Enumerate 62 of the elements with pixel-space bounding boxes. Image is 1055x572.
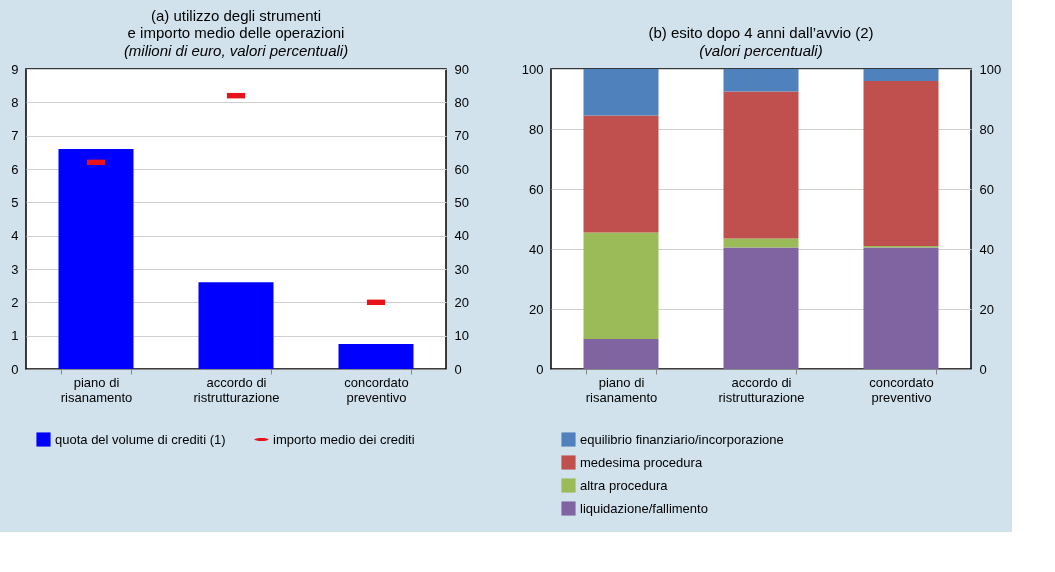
y-tick-label: 6 — [11, 161, 19, 177]
y2-tick-label: 40 — [454, 228, 469, 244]
y-tick-label: 100 — [521, 61, 544, 77]
y2-tick-label: 70 — [454, 128, 469, 144]
legend-label: medesima procedura — [580, 454, 703, 470]
legend-label: altra procedura — [580, 477, 669, 493]
bar — [863, 247, 939, 369]
chart-title: (b) esito dopo 4 anni dall’avvio (2) — [648, 24, 874, 41]
chart-subtitle: (valori percentuali) — [699, 42, 823, 59]
chart-title: (a) utilizzo degli strumenti e importo medio delle operazioni — [127, 7, 345, 41]
y2-tick-label: 20 — [979, 301, 994, 317]
legend-label: liquidazione/fallimento — [580, 500, 708, 516]
x-tick-label: piano di risanamento — [585, 374, 658, 405]
y-tick-label: 80 — [529, 121, 544, 137]
y-tick-label: 5 — [11, 194, 19, 210]
y2-tick-label: 80 — [454, 94, 469, 110]
y2-tick-label: 20 — [454, 294, 469, 310]
x-tick-label: piano di risanamento — [60, 374, 133, 405]
bar — [198, 282, 274, 369]
x-tick-label: accordo di ristrutturazione — [718, 374, 805, 405]
bar — [583, 232, 659, 339]
y-tick-label: 60 — [529, 181, 544, 197]
bar — [583, 69, 659, 116]
y-tick-label: 1 — [11, 328, 19, 344]
y2-tick-label: 100 — [979, 61, 1002, 77]
y-tick-label: 0 — [536, 361, 544, 377]
y-tick-label: 40 — [529, 241, 544, 257]
x-tick-label: concordato preventivo — [344, 374, 409, 405]
bar — [723, 247, 799, 369]
y2-tick-label: 0 — [454, 361, 462, 377]
bar — [723, 69, 799, 92]
y2-tick-label: 0 — [979, 361, 987, 377]
bar — [583, 115, 659, 233]
y-tick-label: 7 — [11, 128, 19, 144]
legend-label: equilibrio finanziario/incorporazione — [580, 431, 784, 447]
y-tick-label: 3 — [11, 261, 19, 277]
y2-tick-label: 90 — [454, 61, 469, 77]
legend-label: quota del volume di crediti (1) — [55, 431, 226, 447]
x-tick-label: accordo di ristrutturazione — [193, 374, 280, 405]
legend-label: importo medio dei crediti — [273, 431, 415, 447]
y2-tick-label: 60 — [454, 161, 469, 177]
bar — [58, 149, 134, 369]
y-tick-label: 8 — [11, 94, 19, 110]
bar — [723, 91, 799, 239]
x-tick-label: concordato preventivo — [869, 374, 934, 405]
y-tick-label: 0 — [11, 361, 19, 377]
y2-tick-label: 50 — [454, 194, 469, 210]
y2-tick-label: 60 — [979, 181, 994, 197]
y-tick-label: 20 — [529, 301, 544, 317]
bar — [338, 344, 414, 369]
bar — [583, 339, 659, 369]
y-tick-label: 4 — [11, 228, 19, 244]
y2-tick-label: 30 — [454, 261, 469, 277]
bar — [863, 81, 939, 246]
y-tick-label: 2 — [11, 294, 19, 310]
bar — [723, 238, 799, 248]
y2-tick-label: 10 — [454, 328, 469, 344]
bar — [863, 69, 939, 81]
y2-tick-label: 80 — [979, 121, 994, 137]
chart-subtitle: (milioni di euro, valori percentuali) — [123, 42, 349, 59]
y2-tick-label: 40 — [979, 241, 994, 257]
y-tick-label: 9 — [11, 61, 19, 77]
